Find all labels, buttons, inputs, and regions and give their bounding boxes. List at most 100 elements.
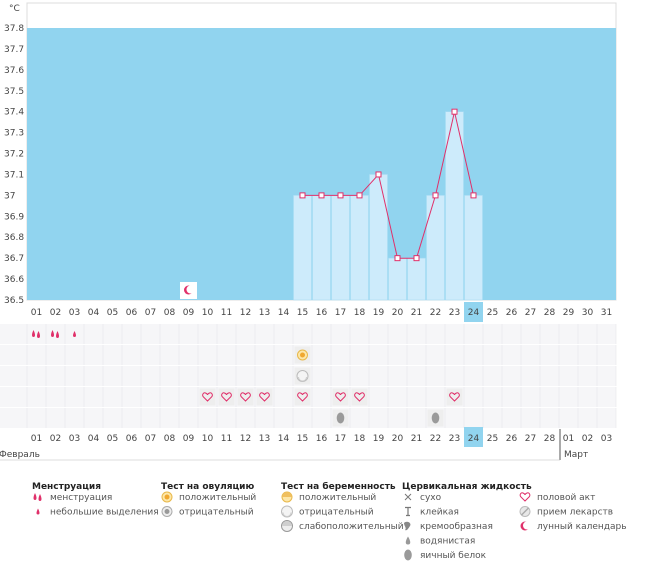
- temperature-bar: [312, 195, 331, 301]
- date-label: 13: [259, 434, 270, 444]
- date-label: 02: [582, 434, 593, 444]
- day-label: 09: [183, 308, 195, 318]
- date-label: 09: [183, 434, 195, 444]
- dry-icon: [404, 493, 412, 501]
- y-tick-label: 37.2: [4, 150, 24, 160]
- y-tick-label: 37: [4, 191, 15, 201]
- temperature-point[interactable]: [413, 255, 420, 262]
- date-label: 14: [278, 434, 290, 444]
- heart-icon: [259, 392, 270, 402]
- day-label: 05: [107, 308, 118, 318]
- date-label: 11: [221, 434, 232, 444]
- legend-item-label: слабоположительный: [299, 522, 404, 532]
- y-axis-unit: °C: [9, 4, 20, 14]
- date-label: 03: [69, 434, 80, 444]
- date-label: 21: [411, 434, 422, 444]
- marker-cell: [351, 388, 368, 406]
- day-label: 12: [240, 308, 251, 318]
- temperature-point[interactable]: [337, 192, 344, 199]
- date-label: 28: [544, 434, 556, 444]
- marker-row: [0, 408, 616, 428]
- day-label: 22: [430, 308, 441, 318]
- day-label: 15: [297, 308, 308, 318]
- legend-group-title: Менструация: [32, 482, 101, 492]
- date-label: 25: [487, 434, 498, 444]
- legend-group-title: Тест на беременность: [281, 481, 396, 492]
- lunar-icon: [520, 521, 531, 531]
- month-label: Март: [564, 450, 588, 460]
- date-label: 19: [373, 434, 385, 444]
- date-label: 16: [316, 434, 328, 444]
- date-label: 23: [449, 434, 460, 444]
- temperature-point[interactable]: [451, 108, 458, 115]
- temperature-point[interactable]: [356, 192, 363, 199]
- light-spotting-icon: [73, 331, 76, 337]
- day-label: 24: [468, 308, 480, 318]
- heart-icon: [240, 392, 251, 402]
- ovulation-negative-icon: [161, 506, 173, 517]
- y-tick-label: 37.3: [4, 129, 24, 139]
- legend-group-title: Тест на овуляцию: [161, 482, 254, 492]
- date-label: 05: [107, 434, 118, 444]
- marker-cell: [256, 388, 273, 406]
- date-label: 08: [164, 434, 176, 444]
- light-spotting-icon: [36, 508, 40, 515]
- heart-icon: [221, 392, 232, 402]
- menstruation-icon: [51, 330, 59, 338]
- day-label: 10: [202, 308, 214, 318]
- temperature-bar: [407, 257, 426, 301]
- date-label: 10: [202, 434, 214, 444]
- temperature-bar: [388, 257, 407, 301]
- temperature-point[interactable]: [394, 255, 401, 262]
- marker-row: [0, 324, 616, 344]
- legend-item-label: лунный календарь: [537, 522, 627, 532]
- day-label: 31: [601, 308, 612, 318]
- marker-cell: [294, 388, 311, 406]
- marker-cell: [237, 388, 254, 406]
- temperature-point[interactable]: [318, 192, 325, 199]
- day-label: 21: [411, 308, 422, 318]
- legend-group-title: Цервикальная жидкость: [402, 482, 532, 492]
- y-tick-label: 36.8: [4, 233, 24, 243]
- temperature-bar: [331, 195, 350, 301]
- temperature-point[interactable]: [375, 171, 382, 178]
- legend-item-label: отрицательный: [299, 508, 374, 518]
- temperature-point[interactable]: [470, 192, 477, 199]
- heart-icon: [335, 392, 346, 402]
- day-label: 19: [373, 308, 385, 318]
- date-label: 26: [506, 434, 518, 444]
- legend-item-label: сухо: [420, 493, 442, 503]
- day-label: 07: [145, 308, 156, 318]
- day-label: 14: [278, 308, 290, 318]
- lunar-icon: [184, 285, 195, 295]
- temperature-point[interactable]: [299, 192, 306, 199]
- heart-icon: [202, 392, 213, 402]
- y-tick-label: 37.4: [4, 108, 24, 118]
- current-day-highlight: [464, 302, 483, 322]
- marker-cell: [446, 388, 463, 406]
- sticky-icon: [405, 506, 411, 517]
- date-label: 22: [430, 434, 441, 444]
- pregnancy-positive-icon: [281, 491, 293, 503]
- egg-white-icon: [431, 412, 440, 424]
- y-tick-label: 37.1: [4, 170, 24, 180]
- legend-item-label: яичный белок: [420, 551, 487, 561]
- legend-item-label: небольшие выделения: [50, 508, 159, 518]
- day-label: 28: [544, 308, 556, 318]
- date-label: 01: [563, 434, 574, 444]
- temperature-point[interactable]: [432, 192, 439, 199]
- watery-icon: [405, 536, 411, 545]
- day-label: 25: [487, 308, 498, 318]
- day-label: 03: [69, 308, 80, 318]
- y-tick-label: 37.6: [4, 66, 24, 76]
- day-label: 23: [449, 308, 460, 318]
- date-label: 07: [145, 434, 156, 444]
- ovulation-positive-icon: [297, 349, 308, 361]
- marker-cell: [332, 388, 349, 406]
- day-label: 11: [221, 308, 232, 318]
- date-label: 18: [354, 434, 366, 444]
- current-date-highlight: [464, 427, 483, 447]
- date-label: 04: [88, 434, 100, 444]
- y-tick-label: 36.7: [4, 254, 24, 264]
- menstruation-icon: [32, 330, 40, 338]
